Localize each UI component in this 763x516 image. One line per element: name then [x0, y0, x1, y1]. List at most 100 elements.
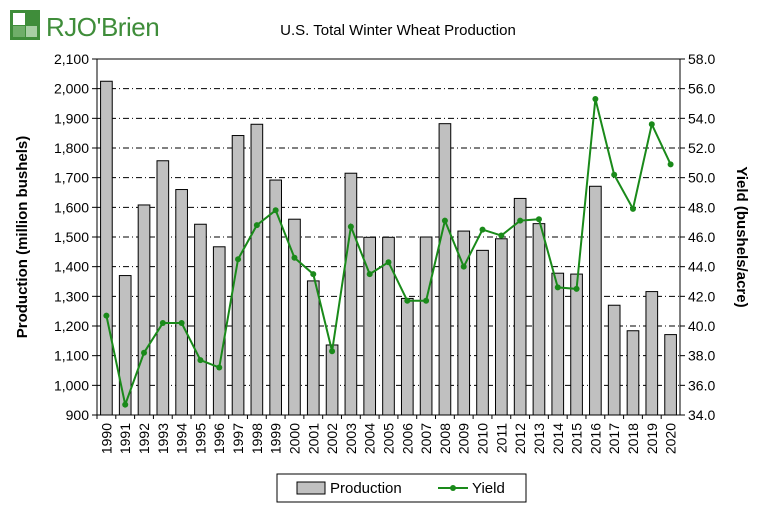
right-tick-label: 52.0: [688, 140, 715, 156]
x-tick-label: 2003: [343, 423, 359, 454]
production-bar: [400, 297, 414, 416]
yield-point: [347, 223, 354, 230]
yield-point: [272, 207, 279, 214]
left-tick-label: 900: [66, 407, 90, 423]
right-tick-label: 42.0: [688, 288, 715, 304]
x-tick-label: 1994: [174, 423, 190, 454]
yield-point: [385, 259, 392, 266]
right-tick-label: 46.0: [688, 229, 715, 245]
legend-yield-label: Yield: [472, 480, 505, 497]
yield-point: [592, 96, 599, 103]
x-tick-label: 2019: [644, 423, 660, 454]
production-bar: [156, 160, 170, 416]
logo-mark-icon: [10, 10, 40, 40]
left-tick-label: 1,800: [54, 140, 89, 156]
production-bar: [269, 179, 282, 416]
production-bar: [664, 334, 677, 416]
x-tick-label: 2004: [362, 423, 378, 454]
yield-point: [103, 312, 110, 319]
yield-point: [611, 171, 618, 178]
yield-point: [216, 364, 223, 371]
production-bar: [570, 273, 583, 416]
x-tick-label: 2006: [399, 423, 415, 454]
yield-point: [404, 297, 411, 304]
x-tick-label: 2015: [569, 423, 585, 454]
yield-point: [554, 284, 561, 291]
right-tick-label: 34.0: [688, 407, 715, 423]
production-bar: [589, 185, 602, 416]
left-tick-label: 1,900: [54, 110, 89, 126]
x-tick-label: 2012: [512, 423, 528, 454]
yield-point: [441, 217, 448, 224]
production-bar: [325, 344, 339, 416]
x-tick-label: 2002: [324, 423, 340, 454]
left-tick-label: 1,400: [54, 259, 89, 275]
x-tick-label: 2011: [493, 423, 509, 453]
production-bar: [231, 135, 245, 416]
yield-point: [141, 349, 148, 356]
y-axis-label: Production (million bushels): [14, 136, 31, 339]
right-tick-label: 48.0: [688, 199, 715, 215]
right-tick-label: 58.0: [688, 51, 715, 67]
production-bar: [344, 172, 358, 416]
x-tick-label: 2008: [437, 423, 453, 454]
x-tick-label: 1992: [136, 423, 152, 454]
right-tick-label: 36.0: [688, 377, 715, 393]
legend: Production Yield: [276, 473, 527, 503]
production-bar: [513, 197, 527, 416]
left-tick-label: 1,100: [54, 348, 89, 364]
production-bar: [194, 223, 207, 416]
x-tick-label: 2016: [587, 423, 603, 454]
yield-point: [498, 232, 505, 239]
x-tick-label: 1998: [249, 423, 265, 454]
right-tick-label: 50.0: [688, 170, 715, 186]
right-tick-label: 54.0: [688, 110, 715, 126]
production-bar: [250, 123, 264, 416]
right-tick-label: 56.0: [688, 81, 715, 97]
x-tick-label: 1991: [117, 423, 133, 454]
left-tick-label: 1,000: [54, 377, 89, 393]
x-tick-label: 2005: [381, 423, 397, 454]
x-tick-label: 1995: [192, 423, 208, 454]
legend-production-swatch: [296, 481, 326, 495]
production-bar: [607, 304, 621, 416]
production-bar: [532, 223, 546, 416]
left-axis-ticks: 900 1,000 1,100 1,200 1,300 1,400 1,500 1,600 1,…: [54, 51, 97, 423]
production-bar: [645, 291, 659, 416]
yield-point: [479, 226, 486, 233]
x-tick-label: 2010: [475, 423, 491, 454]
x-tick-label: 1996: [211, 423, 227, 454]
yield-point: [329, 348, 336, 355]
production-bars: [100, 80, 677, 416]
yield-line: [103, 96, 674, 409]
production-bar: [419, 236, 433, 416]
legend-production-label: Production: [330, 480, 402, 497]
logo-text: RJO'Brien: [46, 12, 160, 42]
left-tick-label: 2,100: [54, 51, 89, 67]
left-tick-label: 1,700: [54, 170, 89, 186]
production-bar: [476, 249, 489, 416]
right-tick-label: 40.0: [688, 318, 715, 334]
right-axis-ticks: 34.0 36.0 38.0 40.0 42.0 44.0 46.0 48.0 50.0 52.0…: [680, 51, 715, 423]
x-tick-label: 1993: [155, 423, 171, 454]
yield-point: [310, 271, 317, 278]
production-bar: [626, 330, 640, 416]
yield-point: [253, 222, 260, 229]
yield-point: [178, 320, 185, 327]
yield-point: [573, 285, 580, 292]
production-bar: [175, 189, 188, 416]
x-tick-label: 2020: [663, 423, 679, 454]
left-tick-label: 1,500: [54, 229, 89, 245]
yield-point: [629, 205, 636, 212]
x-tick-label: 2001: [305, 423, 321, 454]
x-tick-label: 2000: [286, 423, 302, 454]
left-tick-label: 1,200: [54, 318, 89, 334]
yield-point: [197, 357, 204, 364]
production-bar: [212, 246, 226, 416]
x-tick-label: 1990: [98, 423, 114, 454]
production-bar: [306, 280, 320, 416]
production-bar: [137, 204, 151, 416]
brand-logo: RJO'Brien: [10, 10, 170, 50]
x-tick-label: 2013: [531, 423, 547, 454]
